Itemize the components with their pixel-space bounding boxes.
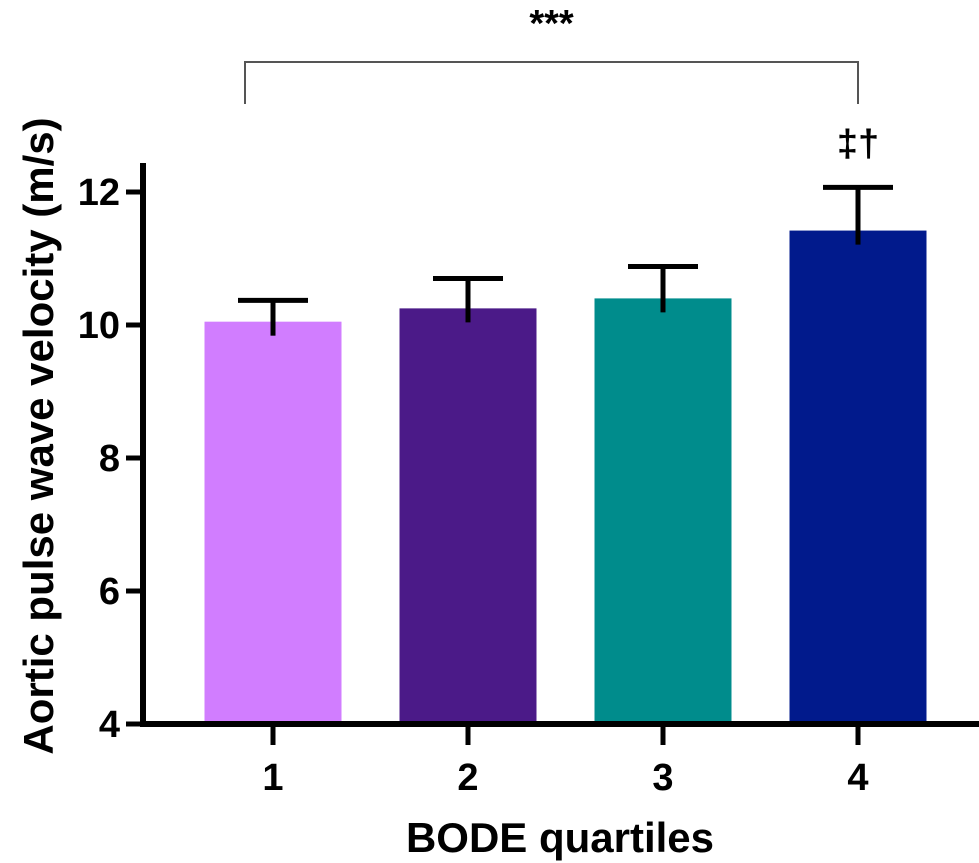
x-tick-label-3: 3 [652,757,673,799]
y-tick-label-10: 10 [78,305,120,347]
bars-layer [204,230,927,724]
axes-layer [140,163,979,727]
x-ticks-layer: 1 2 3 4 [262,724,869,799]
significance-bracket: *** [244,3,859,104]
bar-3 [594,298,732,724]
y-tick-label-8: 8 [99,438,120,480]
y-tick-label-4: 4 [99,704,120,746]
bar-1 [204,321,342,724]
bracket-label: *** [529,3,574,45]
bar-marker-label: ‡† [837,123,879,165]
y-tick-label-6: 6 [99,571,120,613]
bracket-line [244,61,859,104]
bar-2 [399,308,537,724]
y-axis-title: Aortic pulse wave velocity (m/s) [15,117,62,754]
x-tick-label-2: 2 [457,757,478,799]
y-tick-label-12: 12 [78,172,120,214]
y-ticks-layer: 4 6 8 10 12 [78,172,143,746]
x-axis-title: BODE quartiles [406,814,714,861]
error-bars-layer [238,184,893,336]
x-tick-label-4: 4 [847,757,868,799]
bar-4 [789,230,927,724]
x-tick-label-1: 1 [262,757,283,799]
